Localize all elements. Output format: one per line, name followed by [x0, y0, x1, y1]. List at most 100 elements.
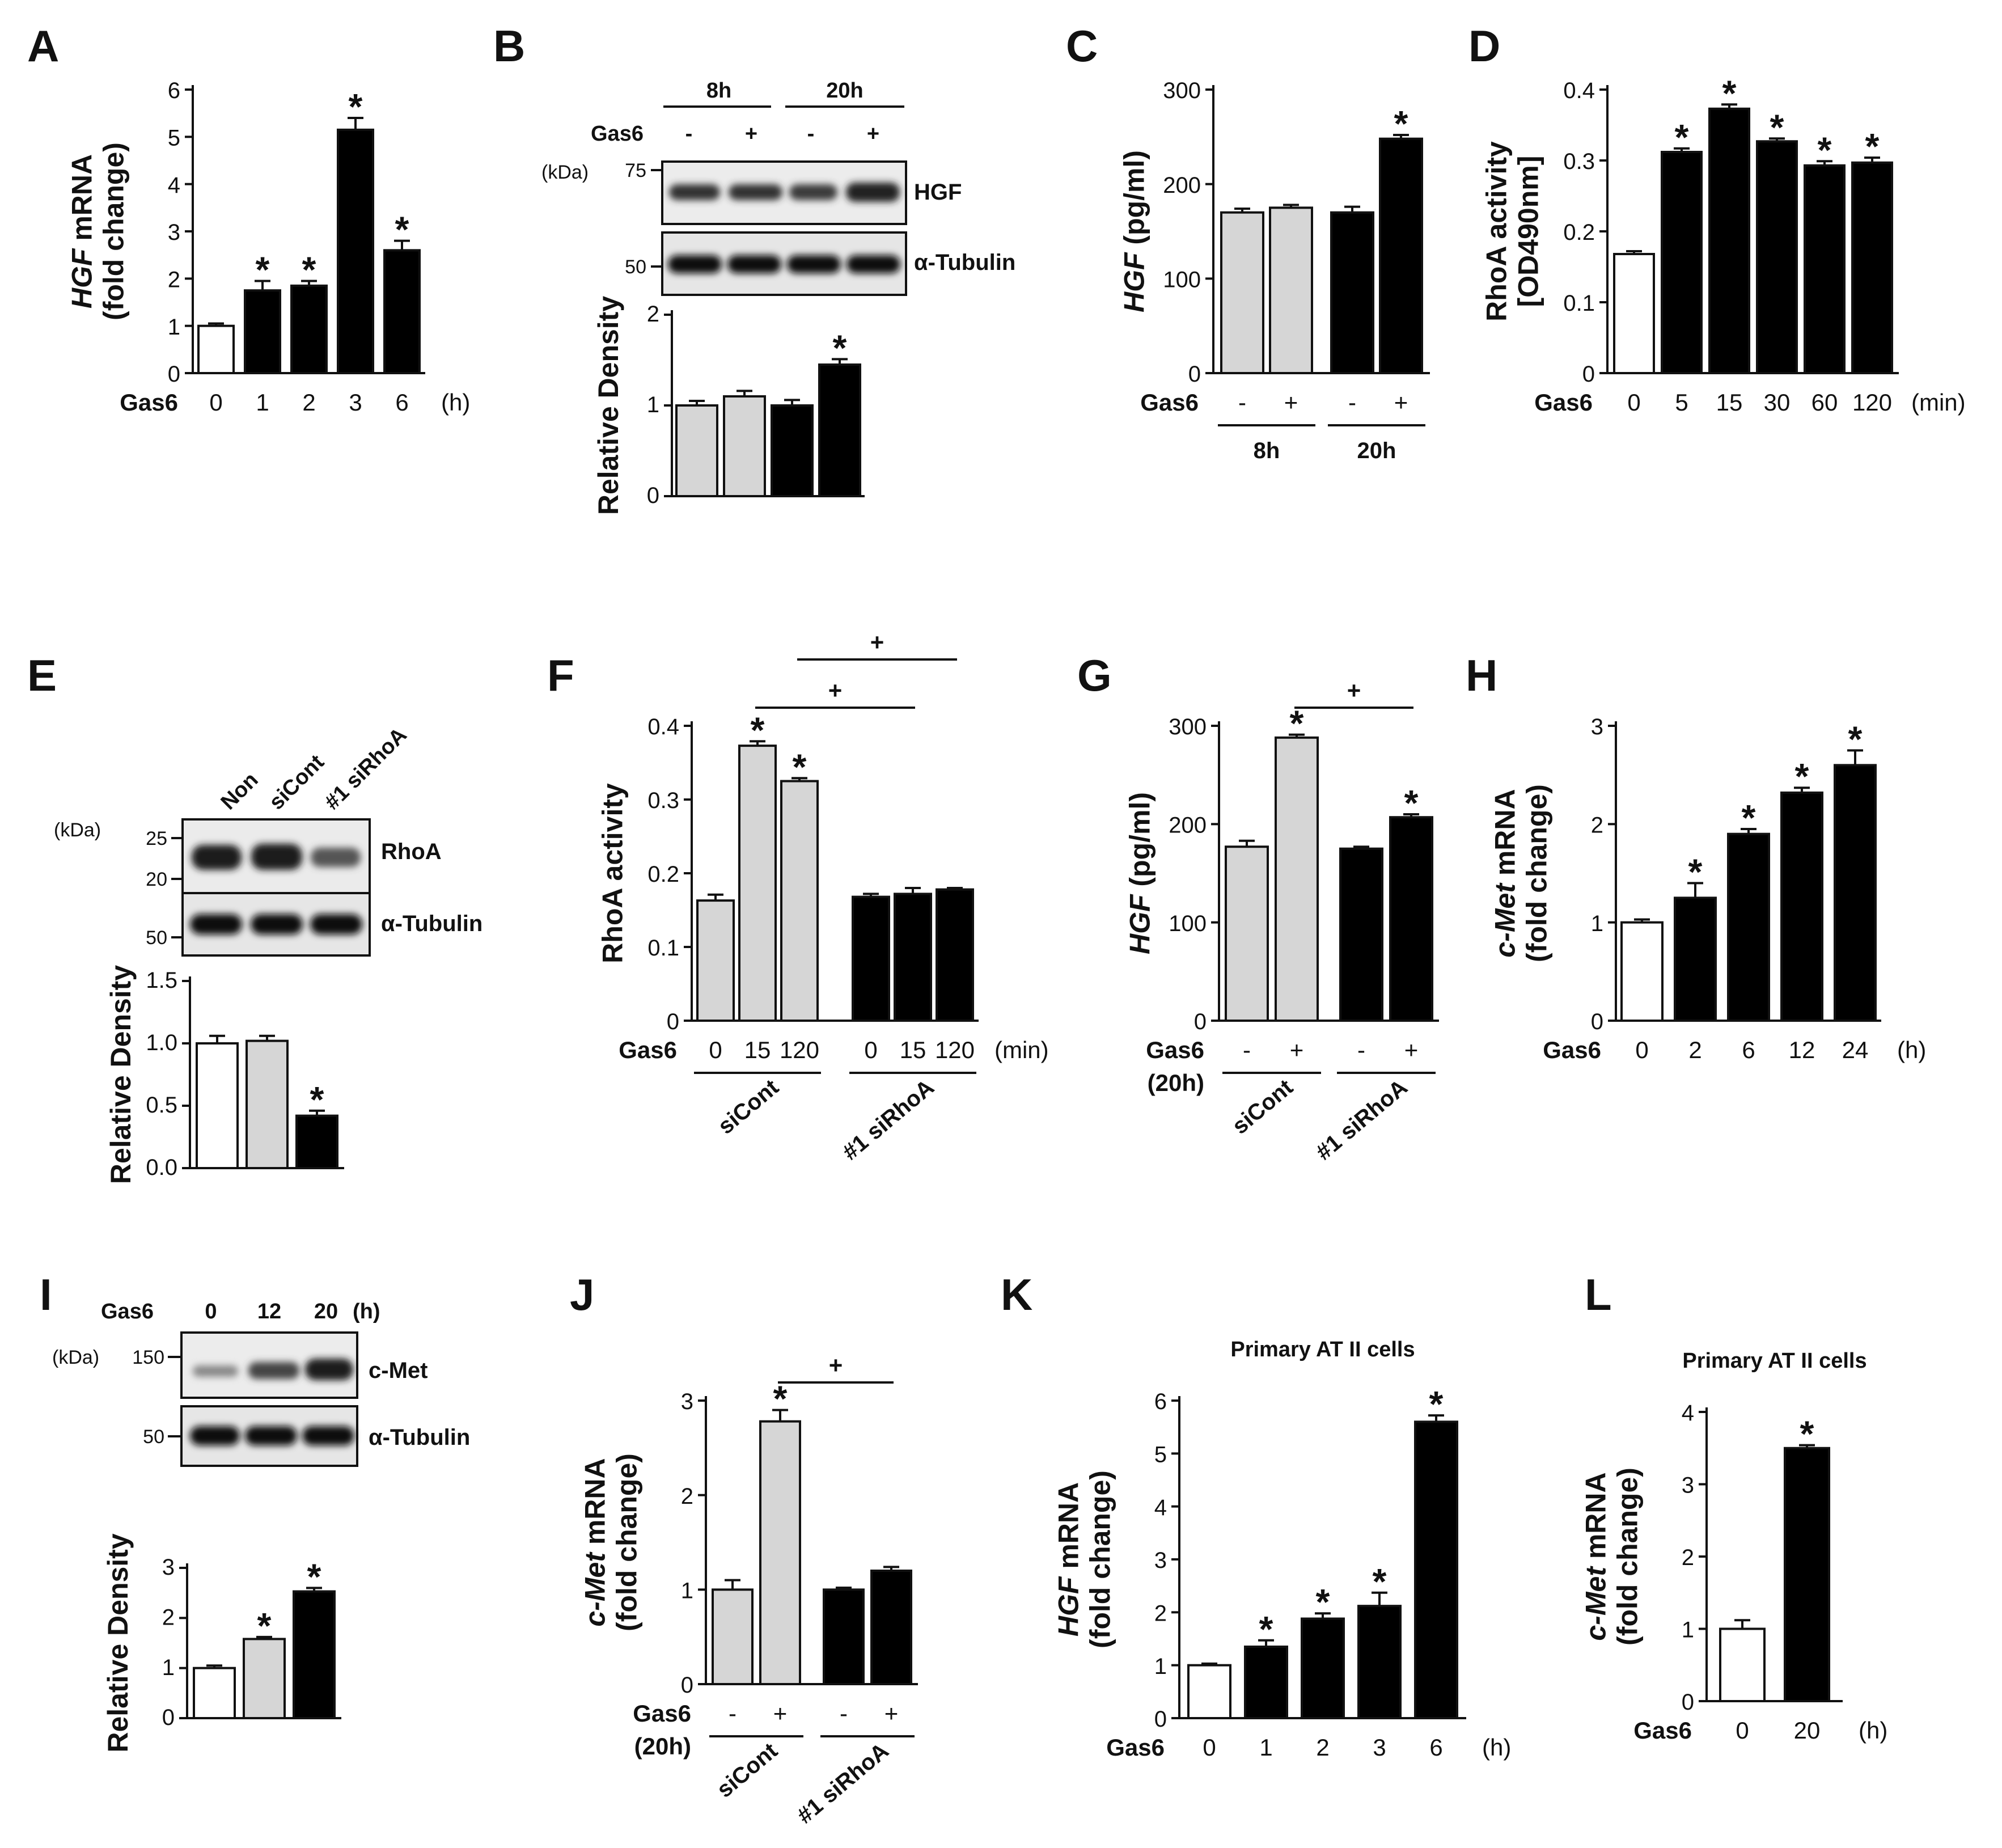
chart-j-bar: [823, 1588, 865, 1685]
chart-e-bar: [246, 1039, 289, 1169]
chart-j-category-label: -: [840, 1700, 848, 1727]
blot-i-band: [245, 1426, 297, 1445]
chart-l-y-tick-label: 3: [1682, 1473, 1694, 1498]
chart-a-y-tick-label: 6: [168, 78, 180, 103]
blot-i-band: [305, 1359, 353, 1380]
chart-g-group-label: #1 siRhoA: [1311, 1075, 1412, 1165]
chart-a-bar: [197, 324, 235, 375]
chart-e-bar: [196, 1042, 239, 1169]
chart-j-bar: [870, 1570, 912, 1685]
blot-i-unit: (h): [353, 1300, 380, 1323]
chart-a-y-tick-label: 2: [168, 267, 180, 292]
chart-j-y-axis-title: (fold change): [611, 1453, 643, 1631]
chart-b-y-tick-label: 1: [647, 392, 659, 417]
chart-k-header: Primary AT II cells: [1230, 1338, 1415, 1361]
chart-a-category-label: 2: [302, 389, 315, 416]
chart-d-y-tick-label: 0.1: [1563, 291, 1595, 316]
chart-d-bar: [1661, 151, 1703, 374]
chart-d-bar: [1804, 164, 1846, 374]
blot-b-band: [846, 183, 900, 202]
chart-h-significance-star: *: [1848, 718, 1863, 759]
chart-a-significance-star: *: [349, 86, 363, 127]
chart-c-category-label: +: [1394, 389, 1408, 416]
panel-label-c: C: [1066, 21, 1098, 71]
chart-a-significance-star: *: [395, 209, 409, 250]
chart-c-y-tick-label: 100: [1163, 267, 1201, 292]
chart-d-x-unit: (min): [1911, 389, 1966, 416]
blot-b-lane-sign: -: [685, 122, 693, 146]
chart-j-group-label: #1 siRhoA: [793, 1738, 894, 1828]
chart-d-significance-star: *: [1818, 129, 1832, 170]
chart-f-y-tick-label: 0.3: [647, 788, 679, 813]
chart-l-bar: [1719, 1627, 1766, 1702]
blot-i-lane-label: 20: [314, 1300, 338, 1323]
chart-c-significance-star: *: [1394, 103, 1408, 144]
chart-d-y-tick-label: 0.4: [1563, 78, 1595, 103]
chart-i-y-tick-label: 0: [162, 1705, 175, 1730]
blot-i: Gas6 0 12 20 (h) (kDa) 150 c-Met 50 α-Tu…: [52, 1300, 470, 1467]
chart-i-bar: [193, 1667, 236, 1720]
chart-l-category-label: 0: [1736, 1717, 1749, 1744]
blot-i-band-label-tubulin: α-Tubulin: [369, 1425, 470, 1450]
blot-b-lane-sign: +: [867, 122, 879, 146]
panel-label-a: A: [27, 21, 59, 71]
chart-h-x-unit: (h): [1897, 1037, 1926, 1063]
chart-j-y-axis-title: c-Met mRNA: [579, 1458, 611, 1626]
chart-k-bar: [1414, 1420, 1458, 1719]
chart-g-y-axis-title: HGF (pg/ml): [1124, 792, 1156, 954]
chart-e-y-axis-title: Relative Density: [105, 965, 137, 1184]
chart-d-bar: [1708, 107, 1750, 374]
blot-b-kda-label: (kDa): [541, 162, 589, 183]
chart-i-y-tick-label: 1: [162, 1655, 175, 1680]
chart-l-y-tick-label: 2: [1682, 1545, 1694, 1570]
chart-c-y-tick-label: 200: [1163, 173, 1201, 198]
blot-b-band: [669, 184, 720, 200]
chart-h-y-axis-title: (fold change): [1521, 784, 1553, 962]
blot-e-kda-label: (kDa): [54, 819, 101, 841]
chart-f-category-label: 0: [864, 1037, 877, 1063]
blot-i-band: [193, 1365, 238, 1377]
chart-a-x-unit: (h): [441, 389, 470, 416]
chart-k-significance-star: *: [1373, 1561, 1387, 1602]
chart-k-y-tick-label: 2: [1154, 1601, 1167, 1626]
blot-i-band-label-cmet: c-Met: [369, 1358, 428, 1383]
panel-label-k: K: [1001, 1270, 1032, 1320]
chart-g-bar: [1275, 736, 1319, 1022]
chart-i-bar: [293, 1590, 336, 1719]
chart-f-x-prefix: Gas6: [619, 1037, 677, 1063]
panel-label-h: H: [1466, 650, 1497, 700]
chart-c-category-label: -: [1348, 389, 1356, 416]
blot-b-band: [787, 255, 841, 273]
chart-d-y-tick-label: 0.2: [1563, 220, 1595, 245]
chart-a-category-label: 1: [256, 389, 269, 416]
chart-j-category-label: +: [773, 1700, 788, 1727]
blot-e-band: [190, 914, 242, 934]
blot-i-marker: 150: [132, 1347, 164, 1368]
panel-label-j: J: [570, 1270, 594, 1320]
chart-k-category-label: 1: [1259, 1734, 1272, 1761]
chart-h-y-tick-label: 0: [1591, 1009, 1603, 1034]
chart-g-group-label: siCont: [1228, 1075, 1298, 1139]
chart-d-significance-star: *: [1675, 117, 1689, 158]
chart-h-significance-star: *: [1688, 851, 1703, 892]
chart-f-bar: [696, 899, 735, 1022]
chart-j-category-label: -: [729, 1700, 737, 1727]
chart-a-y-tick-label: 0: [168, 362, 180, 387]
chart-f-group-label: siCont: [713, 1075, 784, 1139]
chart-c-x-prefix: Gas6: [1140, 389, 1199, 416]
chart-b-y-axis-title: Relative Density: [592, 296, 624, 515]
blot-i-kda-label: (kDa): [52, 1347, 99, 1368]
blot-b-marker: 50: [625, 256, 646, 278]
chart-f-bar: [852, 895, 890, 1022]
blot-b-band-label-tubulin: α-Tubulin: [914, 250, 1015, 275]
blot-e-lane-label: siCont: [265, 750, 329, 815]
chart-e-significance-star: *: [310, 1079, 324, 1120]
chart-c-y-tick-label: 0: [1188, 362, 1201, 387]
blot-i-lane-label: 12: [257, 1300, 281, 1323]
blot-i-band: [302, 1426, 354, 1445]
chart-c-bar: [1330, 211, 1374, 374]
blot-e-band: [251, 914, 303, 934]
